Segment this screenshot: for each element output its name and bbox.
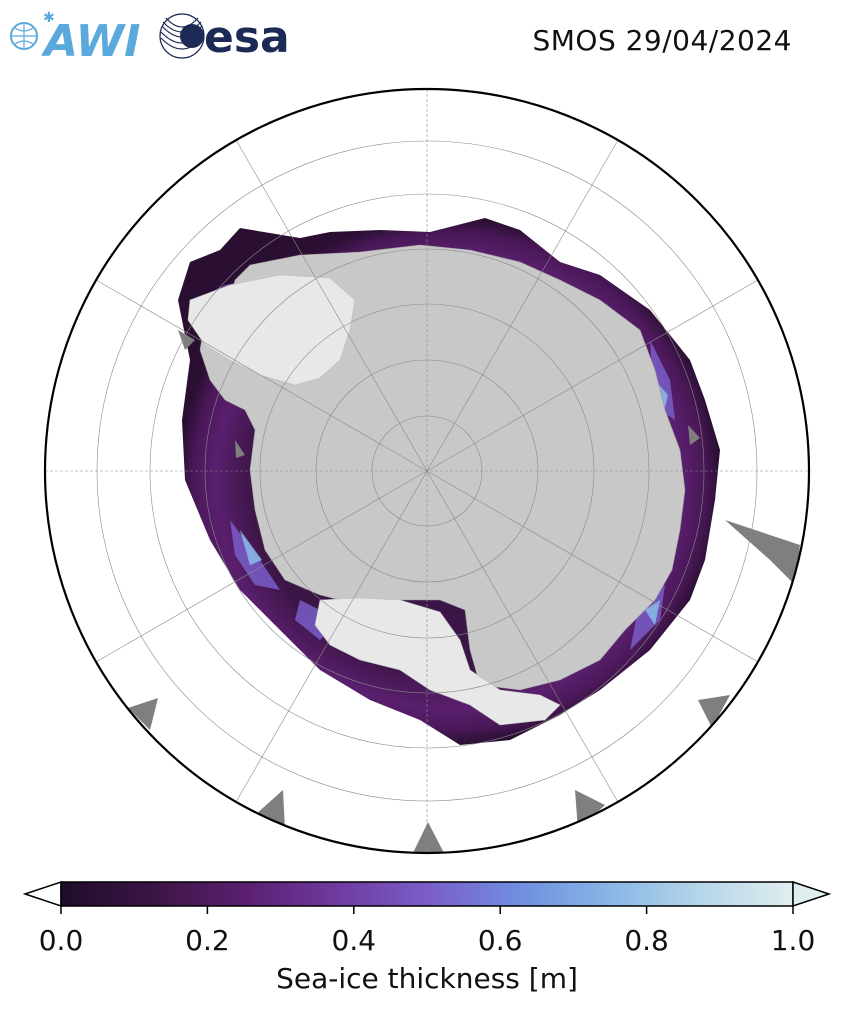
map-title: SMOS 29/04/2024 <box>532 24 792 57</box>
svg-text:✱: ✱ <box>43 10 55 26</box>
colorbar-tick-label: 0.6 <box>478 924 523 957</box>
colorbar-tick-label: 0.2 <box>185 924 230 957</box>
colorbar-extend-low <box>22 880 62 908</box>
colorbar-ticks: 0.0 0.2 0.4 0.6 0.8 1.0 <box>39 906 816 957</box>
colorbar-gradient <box>60 881 794 907</box>
colorbar-extend-high <box>792 880 832 908</box>
colorbar: 0.0 0.2 0.4 0.6 0.8 1.0 <box>22 880 832 957</box>
graticule <box>45 89 809 853</box>
colorbar-label: Sea-ice thickness [m] <box>276 962 578 995</box>
no-data-regions <box>128 330 800 853</box>
awi-logo-text: AWI <box>41 16 141 64</box>
esa-logo-text: esa <box>204 12 290 63</box>
colorbar-tick-label: 1.0 <box>771 924 816 957</box>
colorbar-tick-label: 0.0 <box>39 924 84 957</box>
colorbar-tick-label: 0.8 <box>624 924 669 957</box>
esa-logo: esa <box>159 12 290 63</box>
map-boundary <box>43 87 811 855</box>
polar-map <box>43 87 811 855</box>
colorbar-tick-label: 0.4 <box>332 924 377 957</box>
ronne-filchner-ice-shelf <box>314 597 561 726</box>
awi-logo: ✱ AWI <box>10 10 141 64</box>
header: ✱ AWI esa SMOS 29/04/2024 <box>0 0 854 80</box>
